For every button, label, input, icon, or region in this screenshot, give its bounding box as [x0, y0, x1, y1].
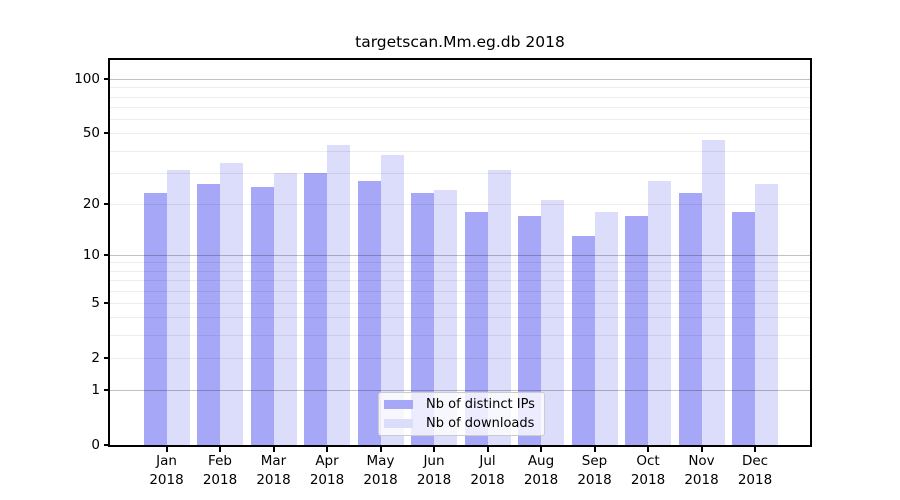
bar-ips-jun: [411, 193, 434, 445]
distinct-ips-swatch-icon: [384, 400, 413, 409]
bar-downloads-nov: [701, 139, 725, 445]
x-tick-jul: [486, 447, 489, 452]
minor-gridline-60: [110, 119, 810, 120]
x-tick-sep: [593, 447, 596, 452]
x-tick-label-dec: Dec 2018: [737, 453, 773, 488]
major-gridline-10: [110, 254, 810, 256]
x-tick-nov: [700, 447, 703, 452]
bar-ips-jul: [464, 211, 488, 445]
minor-gridline-2: [110, 357, 810, 359]
y-tick-1: [104, 389, 110, 391]
minor-gridline-3: [110, 335, 810, 337]
x-tick-label-may: May 2018: [363, 453, 398, 488]
x-tick-feb: [219, 447, 221, 452]
x-tick-jun: [433, 447, 435, 452]
bar-downloads-oct: [648, 180, 671, 445]
x-tick-label-apr: Apr 2018: [309, 453, 345, 488]
x-tick-aug: [540, 447, 542, 452]
x-tick-mar: [272, 447, 275, 452]
minor-gridline-50: [110, 133, 810, 135]
bar-downloads-apr: [327, 144, 350, 445]
x-tick-label-mar: Mar 2018: [256, 453, 291, 488]
bar-downloads-feb: [220, 163, 243, 445]
y-tick-100: [104, 78, 110, 80]
y-tick-label-2: 2: [91, 349, 100, 366]
y-tick-20: [104, 202, 110, 205]
legend-item-distinct-ips: Nb of distinct IPs: [384, 397, 538, 412]
x-tick-label-aug: Aug 2018: [523, 453, 559, 488]
bar-ips-jan: [143, 193, 167, 445]
x-tick-label-oct: Oct 2018: [630, 453, 666, 488]
bar-ips-feb: [197, 183, 220, 445]
chart-title: targetscan.Mm.eg.db 2018: [355, 33, 565, 51]
y-tick-label-0: 0: [91, 437, 100, 453]
minor-gridline-40: [110, 150, 810, 152]
bar-ips-may: [357, 180, 381, 445]
legend-label-distinct-ips: Nb of distinct IPs: [426, 397, 535, 412]
x-tick-label-nov: Nov 2018: [684, 453, 719, 488]
plot-area: [110, 60, 810, 445]
bar-ips-aug: [518, 215, 541, 445]
bar-ips-apr: [304, 172, 327, 445]
bar-downloads-jan: [166, 170, 190, 445]
x-tick-jan: [165, 447, 168, 452]
bar-downloads-may: [380, 154, 404, 445]
legend-item-downloads: Nb of downloads: [384, 416, 538, 431]
bar-ips-mar: [250, 186, 274, 445]
bar-downloads-mar: [273, 172, 297, 445]
x-tick-label-jun: Jun 2018: [416, 453, 452, 488]
minor-gridline-80: [110, 96, 810, 98]
minor-gridline-20: [110, 203, 810, 205]
major-gridline-100: [110, 79, 810, 80]
x-tick-oct: [647, 447, 649, 452]
minor-gridline-90: [110, 87, 810, 89]
minor-gridline-4: [110, 317, 810, 319]
y-tick-10: [104, 253, 110, 256]
bar-downloads-aug: [541, 199, 564, 445]
minor-gridline-30: [110, 172, 810, 174]
bar-ips-dec: [732, 211, 755, 445]
y-tick-50: [104, 132, 110, 135]
bar-downloads-jun: [434, 189, 457, 445]
minor-gridline-5: [110, 302, 810, 304]
bar-ips-nov: [678, 193, 702, 445]
minor-gridline-8: [110, 270, 810, 272]
legend-label-downloads: Nb of downloads: [426, 416, 535, 431]
x-tick-may: [379, 447, 382, 452]
bar-ips-sep: [571, 235, 595, 445]
bar-downloads-sep: [594, 211, 618, 445]
x-tick-label-feb: Feb 2018: [202, 453, 238, 488]
y-tick-2: [104, 356, 110, 359]
y-tick-label-50: 50: [82, 125, 100, 142]
y-tick-5: [104, 301, 110, 304]
major-gridline-1: [110, 390, 810, 391]
minor-gridline-70: [110, 107, 810, 108]
x-tick-dec: [754, 447, 756, 452]
y-tick-label-1: 1: [91, 382, 100, 398]
minor-gridline-7: [110, 280, 810, 282]
y-tick-label-100: 100: [74, 71, 100, 87]
x-tick-label-jan: Jan 2018: [149, 453, 184, 488]
y-tick-label-10: 10: [82, 246, 100, 263]
minor-gridline-6: [110, 290, 810, 292]
minor-gridline-9: [110, 262, 810, 264]
x-tick-label-jul: Jul 2018: [470, 453, 505, 488]
x-tick-apr: [326, 447, 328, 452]
y-tick-0: [104, 444, 110, 446]
y-tick-label-20: 20: [82, 195, 100, 212]
bar-downloads-jul: [487, 170, 511, 445]
legend: Nb of distinct IPs Nb of downloads: [378, 392, 545, 436]
bar-ips-oct: [625, 215, 648, 445]
y-tick-label-5: 5: [91, 294, 100, 311]
x-tick-label-sep: Sep 2018: [577, 453, 612, 488]
downloads-swatch-icon: [384, 419, 413, 428]
bar-downloads-dec: [755, 183, 778, 445]
